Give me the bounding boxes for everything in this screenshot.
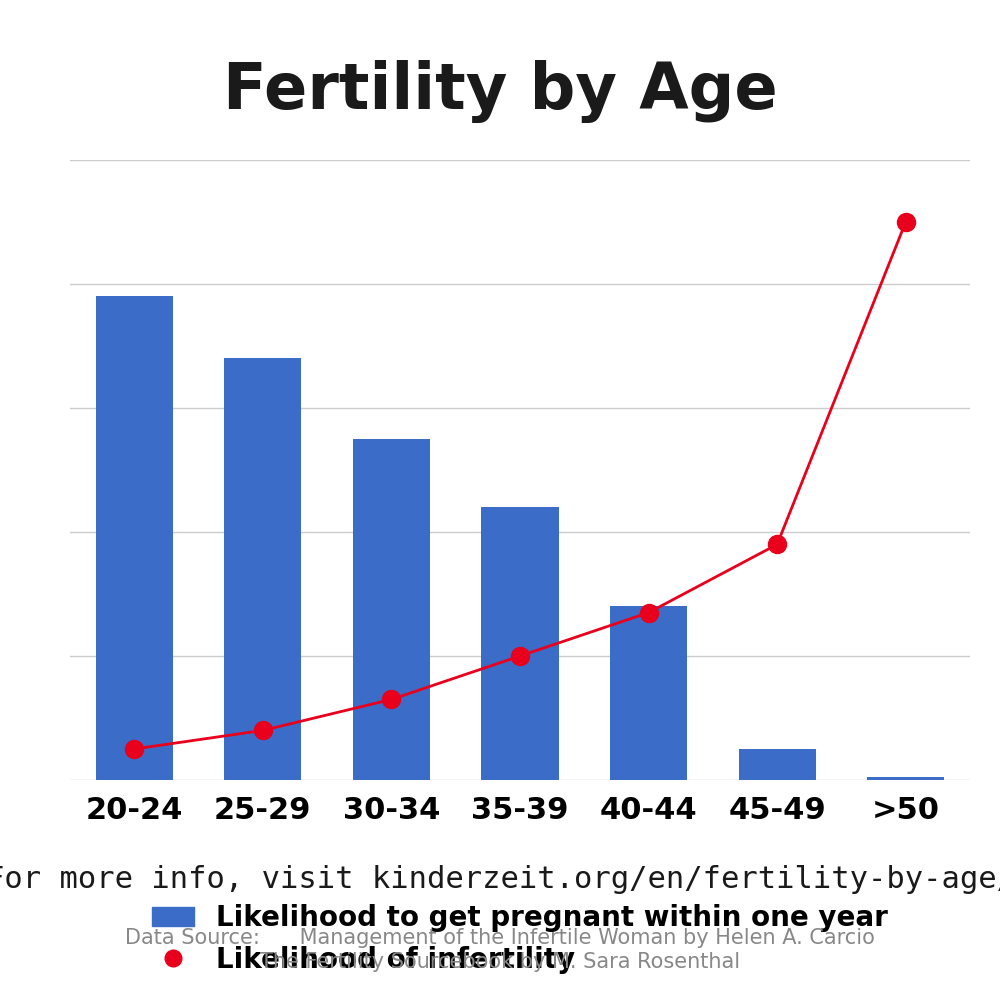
Bar [224, 358, 301, 780]
Bar [481, 507, 559, 780]
Bar [610, 606, 687, 780]
Text: For more info, visit kinderzeit.org/en/fertility-by-age/: For more info, visit kinderzeit.org/en/f… [0, 865, 1000, 894]
Bar [96, 296, 173, 780]
Bar [739, 749, 816, 780]
Bar [867, 777, 944, 780]
Bar [353, 439, 430, 780]
Text: Fertility by Age: Fertility by Age [223, 60, 777, 123]
Legend: Likelihood to get pregnant within one year, Likelihood of infertility: Likelihood to get pregnant within one ye… [141, 893, 899, 985]
Text: The Fertility Sourcebook by M. Sara Rosenthal: The Fertility Sourcebook by M. Sara Rose… [260, 952, 740, 972]
Text: Data Source:      Management of the Infertile Woman by Helen A. Carcio: Data Source: Management of the Infertile… [125, 928, 875, 948]
